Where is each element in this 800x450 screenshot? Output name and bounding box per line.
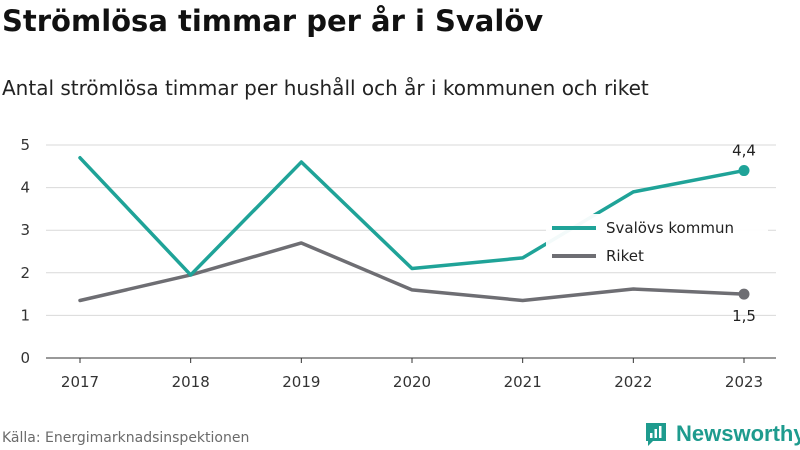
series-line-svalövs-kommun — [78, 156, 746, 277]
legend-background — [546, 214, 768, 270]
newsworthy-logo: Newsworthy — [644, 420, 800, 448]
end-label-svalovs-kommun: 4,4 — [732, 142, 756, 160]
x-tick-label-2022: 2022 — [614, 373, 652, 391]
y-tick-label-4: 4 — [20, 179, 30, 197]
end-label-riket: 1,5 — [732, 307, 756, 325]
x-tick-label-2017: 2017 — [61, 373, 99, 391]
x-tick-label-2019: 2019 — [282, 373, 320, 391]
x-tick-label-2018: 2018 — [172, 373, 210, 391]
y-tick-label-2: 2 — [20, 264, 30, 282]
y-tick-label-1: 1 — [20, 306, 30, 324]
series-end-point-svalövs-kommun — [738, 165, 750, 177]
legend-label-svalövs-kommun: Svalövs kommun — [606, 219, 734, 237]
y-tick-label-3: 3 — [20, 221, 30, 239]
y-tick-label-0: 0 — [20, 349, 30, 367]
brand-name: Newsworthy — [676, 421, 800, 446]
source-note: Källa: Energimarknadsinspektionen — [2, 430, 250, 446]
x-tick-label-2021: 2021 — [504, 373, 542, 391]
x-tick-label-2020: 2020 — [393, 373, 431, 391]
newsworthy-logo-icon — [646, 423, 666, 446]
series-end-point-riket — [738, 288, 750, 300]
chart-title: Strömlösa timmar per år i Svalöv — [2, 4, 544, 38]
x-tick-label-2023: 2023 — [725, 373, 763, 391]
y-tick-label-5: 5 — [20, 136, 30, 154]
chart-subtitle: Antal strömlösa timmar per hushåll och å… — [2, 76, 649, 100]
legend-label-riket: Riket — [606, 247, 644, 265]
